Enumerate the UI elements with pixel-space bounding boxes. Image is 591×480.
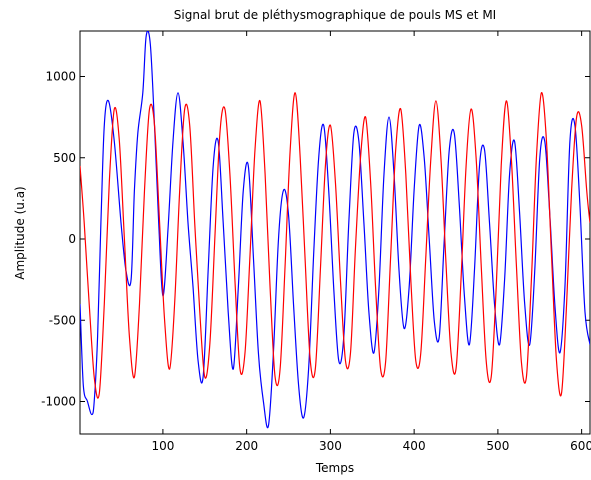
x-tick-label: 300 xyxy=(319,439,342,453)
plot-area xyxy=(79,30,591,435)
series-line-red xyxy=(80,92,590,399)
y-tick-label: 500 xyxy=(53,151,76,165)
x-tick-label: 500 xyxy=(486,439,509,453)
chart-title: Signal brut de pléthysmographique de pou… xyxy=(174,8,496,22)
y-axis: -1000 -500 0 500 1000 xyxy=(41,70,590,409)
x-axis-label: Temps xyxy=(315,461,354,475)
y-tick-label: 1000 xyxy=(45,70,76,84)
x-axis: 100 200 300 400 500 600 xyxy=(151,31,591,453)
x-tick-label: 400 xyxy=(403,439,426,453)
y-tick-label: -1000 xyxy=(41,395,76,409)
plot-lines xyxy=(80,31,590,429)
x-tick-label: 200 xyxy=(235,439,258,453)
y-tick-label: -500 xyxy=(49,313,76,327)
y-axis-label: Amplitude (u.a) xyxy=(13,186,27,279)
x-tick-label: 600 xyxy=(570,439,591,453)
y-tick-label: 0 xyxy=(68,232,76,246)
x-tick-label: 100 xyxy=(151,439,174,453)
